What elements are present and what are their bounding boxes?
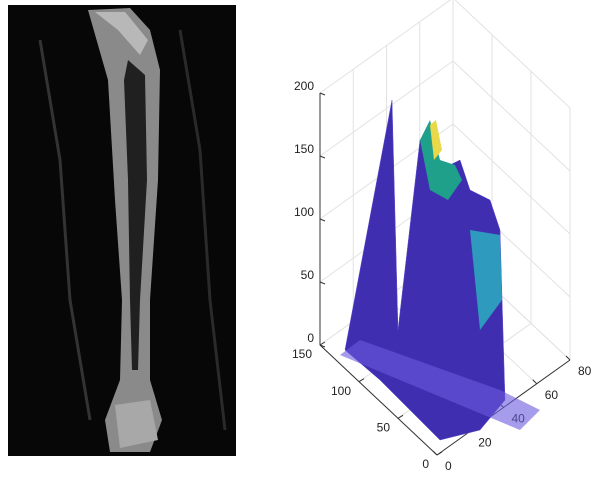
z-tick-label: 100 xyxy=(294,205,314,219)
surface-side xyxy=(470,230,502,330)
tick-mark xyxy=(319,155,326,159)
tick-mark xyxy=(397,414,404,419)
tick-mark xyxy=(532,379,538,385)
x-tick-label: 0 xyxy=(445,459,452,473)
grid-line xyxy=(452,123,571,235)
grid-line xyxy=(454,0,571,109)
tick-mark xyxy=(432,450,438,456)
tick-mark xyxy=(319,341,326,346)
y-tick-label: 150 xyxy=(292,347,312,361)
axis-line xyxy=(319,344,438,456)
bone-inner xyxy=(124,60,147,370)
z-tick-label: 150 xyxy=(294,142,314,156)
z-tick-label: 0 xyxy=(307,331,314,345)
x-tick-label: 20 xyxy=(478,435,492,449)
x-tick-label: 60 xyxy=(545,388,559,402)
faint-line xyxy=(178,29,227,431)
grid-line xyxy=(452,60,571,172)
surface xyxy=(340,99,540,441)
bone-end xyxy=(115,400,158,448)
z-tick-label: 50 xyxy=(301,268,315,282)
tick-mark xyxy=(358,378,365,383)
x-tick-label: 80 xyxy=(578,364,591,378)
surface-peak xyxy=(430,120,442,160)
y-tick-label: 50 xyxy=(377,421,391,435)
z-tick-label: 200 xyxy=(294,79,314,93)
surface-floor xyxy=(340,340,540,430)
tick-mark xyxy=(436,451,443,456)
image-panel xyxy=(8,5,236,456)
bone-head xyxy=(95,12,148,55)
tick-mark xyxy=(565,355,571,361)
tick-mark xyxy=(319,92,326,96)
y-tick-label: 100 xyxy=(331,384,351,398)
faint-line xyxy=(38,39,92,421)
tick-mark xyxy=(319,218,326,222)
tick-mark xyxy=(319,344,326,348)
tick-mark xyxy=(319,281,326,285)
surface-peak xyxy=(420,120,462,200)
y-tick-label: 0 xyxy=(422,457,429,471)
